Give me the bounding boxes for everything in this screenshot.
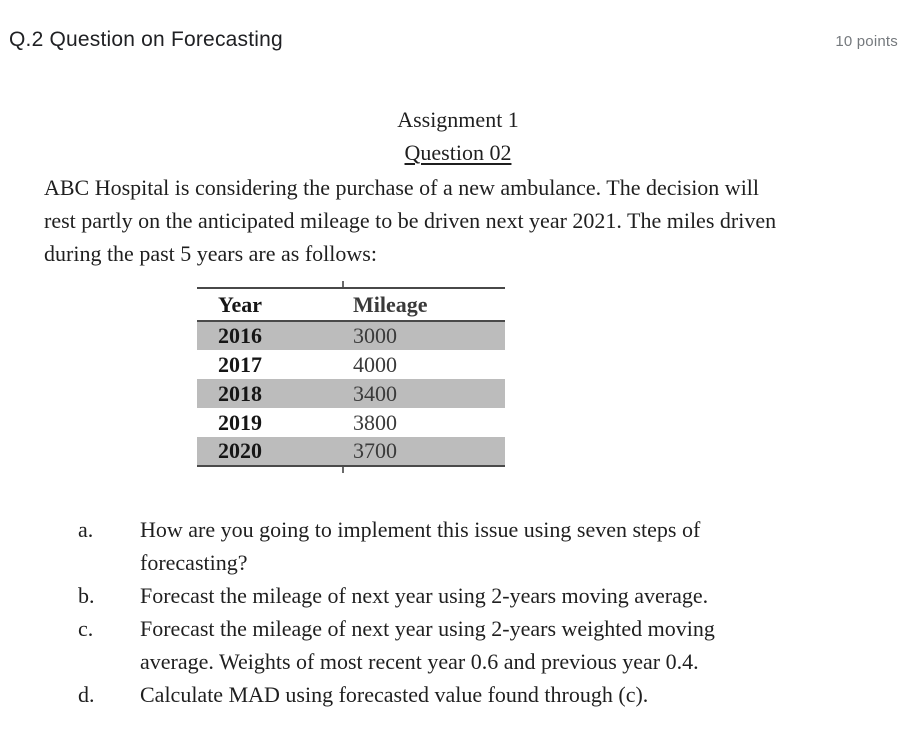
question-marker: a. — [78, 517, 94, 542]
table-row: 2016 3000 — [197, 321, 505, 350]
mileage-table-wrap: Year Mileage 2016 3000 2017 4000 2018 34… — [197, 281, 505, 473]
year-cell: 2019 — [218, 409, 262, 435]
table-header-row: Year Mileage — [197, 287, 505, 322]
question-text-line: Forecast the mileage of next year using … — [140, 583, 709, 608]
question-text: Forecast the mileage of next year using … — [140, 612, 715, 678]
table-row: 2019 3800 — [197, 408, 505, 437]
mileage-table: Year Mileage 2016 3000 2017 4000 2018 34… — [197, 287, 505, 467]
question-item-c: c. Forecast the mileage of next year usi… — [78, 612, 886, 678]
doc-subtitle: Question 02 — [404, 140, 512, 165]
column-header-mileage: Mileage — [343, 287, 505, 322]
question-marker: b. — [78, 583, 95, 608]
doc-intro-line: ABC Hospital is considering the purchase… — [44, 175, 760, 200]
question-text-line: Forecast the mileage of next year using … — [140, 616, 715, 641]
table-row: 2018 3400 — [197, 379, 505, 408]
mileage-cell: 3000 — [343, 321, 505, 350]
question-title: Q.2 Question on Forecasting — [9, 28, 283, 51]
year-cell: 2017 — [218, 351, 262, 377]
question-header: Q.2 Question on Forecasting 10 points — [0, 0, 916, 53]
mileage-cell: 3400 — [343, 379, 505, 408]
doc-intro-paragraph: ABC Hospital is considering the purchase… — [44, 171, 886, 270]
table-row: 2017 4000 — [197, 350, 505, 379]
question-marker: c. — [78, 616, 94, 641]
column-header-year: Year — [197, 287, 343, 322]
mileage-cell: 3700 — [343, 437, 505, 467]
mileage-cell: 3800 — [353, 409, 397, 435]
mileage-cell: 4000 — [353, 351, 397, 377]
question-item-a: a. How are you going to implement this i… — [78, 513, 886, 579]
question-item-b: b. Forecast the mileage of next year usi… — [78, 579, 886, 612]
question-item-d: d. Calculate MAD using forecasted value … — [78, 678, 886, 711]
question-text-line: average. Weights of most recent year 0.6… — [140, 649, 699, 674]
question-text: Forecast the mileage of next year using … — [140, 579, 708, 612]
question-text-line: Calculate MAD using forecasted value fou… — [140, 682, 649, 707]
question-attachment-image[interactable]: Assignment 1 Question 02 ABC Hospital is… — [0, 103, 916, 711]
table-row: 2020 3700 — [197, 437, 505, 467]
question-text-line: forecasting? — [140, 550, 248, 575]
column-divider-tick — [342, 467, 344, 473]
year-cell: 2018 — [197, 379, 343, 408]
question-text: Calculate MAD using forecasted value fou… — [140, 678, 648, 711]
doc-intro-line: during the past 5 years are as follows: — [44, 241, 377, 266]
question-text: How are you going to implement this issu… — [140, 513, 700, 579]
question-text-line: How are you going to implement this issu… — [140, 517, 701, 542]
doc-intro-line: rest partly on the anticipated mileage t… — [44, 208, 777, 233]
doc-title: Assignment 1 — [397, 107, 519, 132]
question-list: a. How are you going to implement this i… — [78, 513, 886, 711]
year-cell: 2016 — [197, 321, 343, 350]
question-marker: d. — [78, 682, 95, 707]
column-divider-tick — [342, 281, 344, 287]
year-cell: 2020 — [197, 437, 343, 467]
points-badge: 10 points — [835, 33, 898, 50]
